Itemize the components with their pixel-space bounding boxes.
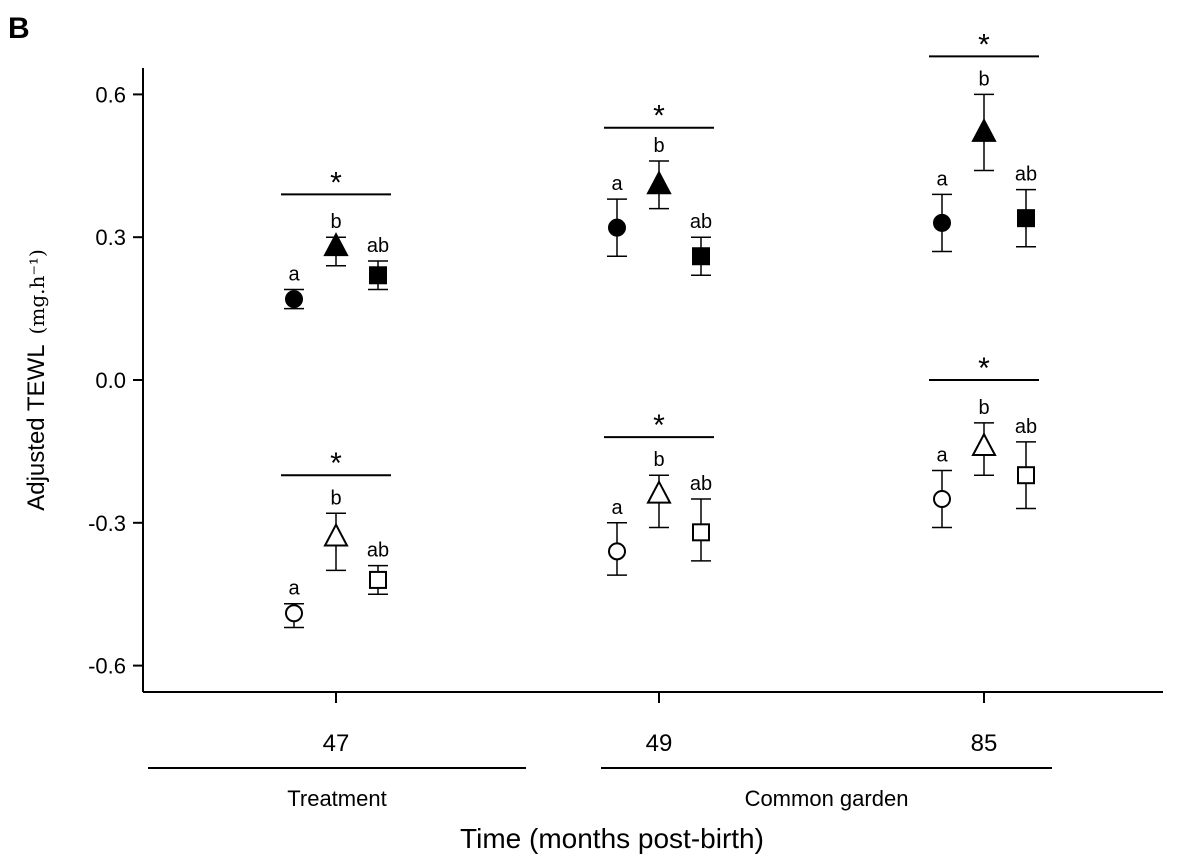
x-axis-title: Time (months post-birth) xyxy=(460,823,764,854)
y-axis-label: Adjusted TEWL xyxy=(23,344,50,510)
x-tick-label: 49 xyxy=(646,730,673,757)
period-groups: Treatment Common garden xyxy=(148,767,1052,811)
data-point-square xyxy=(1017,209,1035,228)
period-group-label: Common garden xyxy=(745,786,909,811)
x-tick-label: 47 xyxy=(323,730,350,757)
significance-letter: ab xyxy=(1015,164,1037,186)
panel-label: B xyxy=(8,12,30,45)
y-tick-label: -0.3 xyxy=(88,511,126,536)
data-point-circle xyxy=(933,213,951,232)
y-tick-label: -0.6 xyxy=(88,654,126,679)
significance-letter: ab xyxy=(1015,416,1037,438)
y-tick-label: 0.0 xyxy=(95,368,126,393)
significance-letter: b xyxy=(330,211,341,233)
significance-letter: a xyxy=(288,264,300,286)
data-point-circle xyxy=(285,290,303,309)
significance-letter: b xyxy=(330,487,341,509)
significance-letter: b xyxy=(653,135,664,157)
significance-letter: b xyxy=(653,449,664,471)
significance-letter: a xyxy=(936,444,948,466)
x-ticks: 47 49 85 xyxy=(323,692,998,757)
significance-asterisk: * xyxy=(653,100,665,133)
significance-letter: b xyxy=(978,397,989,419)
significance-letter: a xyxy=(288,578,300,600)
significance-letter: ab xyxy=(367,540,389,562)
data-point-square xyxy=(1017,466,1035,485)
significance-letter: ab xyxy=(690,473,712,495)
significance-letter: a xyxy=(611,173,623,195)
data-point-circle xyxy=(285,604,303,623)
data-point-triangle xyxy=(971,432,997,457)
data-point-square xyxy=(692,523,710,542)
data-point-square xyxy=(692,247,710,266)
significance-asterisk: * xyxy=(330,166,342,199)
y-tick-label: 0.6 xyxy=(95,82,126,107)
significance-letter: a xyxy=(611,497,623,519)
significance-asterisk: * xyxy=(653,409,665,442)
y-ticks: 0.6 0.3 0.0 -0.3 -0.6 xyxy=(88,82,143,679)
significance-letter: ab xyxy=(690,211,712,233)
data-point-triangle xyxy=(646,170,672,195)
x-tick-label: 85 xyxy=(971,730,998,757)
y-axis: 0.6 0.3 0.0 -0.3 -0.6 xyxy=(88,68,144,692)
significance-letter: b xyxy=(978,68,989,90)
data-point-circle xyxy=(608,218,626,237)
data-point-triangle xyxy=(971,117,997,142)
data-point-triangle xyxy=(646,479,672,504)
significance-asterisk: * xyxy=(978,352,990,385)
y-axis-unit: (mg.h⁻¹) xyxy=(25,249,49,334)
y-axis-title: Adjusted TEWL (mg.h⁻¹) xyxy=(23,249,50,511)
significance-letter: a xyxy=(936,168,948,190)
data-point-triangle xyxy=(323,232,349,257)
x-axis: 47 49 85 xyxy=(143,691,1163,757)
data-point-square xyxy=(369,266,387,285)
period-group-label: Treatment xyxy=(287,786,386,811)
significance-brackets: * * * * * * xyxy=(281,28,1039,480)
data-point-circle xyxy=(608,542,626,561)
significance-asterisk: * xyxy=(978,28,990,61)
data-point-triangle xyxy=(323,522,349,547)
data-point-circle xyxy=(933,490,951,508)
significance-asterisk: * xyxy=(330,447,342,480)
data-point-square xyxy=(369,570,387,589)
y-tick-label: 0.3 xyxy=(95,225,126,250)
significance-letter: ab xyxy=(367,235,389,257)
